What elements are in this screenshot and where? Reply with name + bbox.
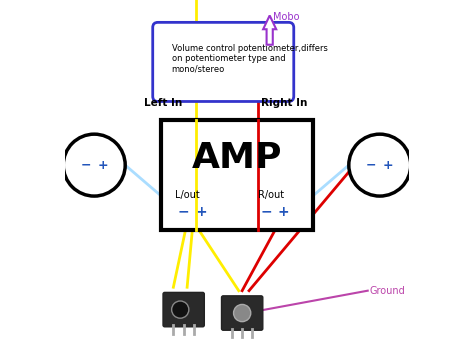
Text: +: + <box>278 205 289 218</box>
FancyArrow shape <box>263 15 276 45</box>
Text: Ground: Ground <box>369 286 405 296</box>
Text: Left In: Left In <box>144 98 182 108</box>
Circle shape <box>349 134 410 196</box>
Text: Mobo: Mobo <box>273 12 300 22</box>
Text: −: − <box>81 159 91 172</box>
Text: −: − <box>178 205 190 218</box>
Circle shape <box>172 301 189 318</box>
Text: +: + <box>195 205 207 218</box>
Text: AMP: AMP <box>192 141 282 175</box>
Circle shape <box>64 134 125 196</box>
FancyBboxPatch shape <box>153 22 294 101</box>
Text: Right In: Right In <box>261 98 308 108</box>
Text: +: + <box>383 159 394 172</box>
Text: −: − <box>366 159 376 172</box>
FancyBboxPatch shape <box>163 292 204 327</box>
Text: Volume control potentiometer,differs
on potentiometer type and
mono/stereo: Volume control potentiometer,differs on … <box>172 44 328 73</box>
Text: R/out: R/out <box>258 190 284 200</box>
FancyBboxPatch shape <box>221 296 263 330</box>
Text: L/out: L/out <box>175 190 200 200</box>
Text: −: − <box>260 205 272 218</box>
Bar <box>161 120 313 230</box>
Circle shape <box>234 304 251 322</box>
Text: +: + <box>98 159 108 172</box>
